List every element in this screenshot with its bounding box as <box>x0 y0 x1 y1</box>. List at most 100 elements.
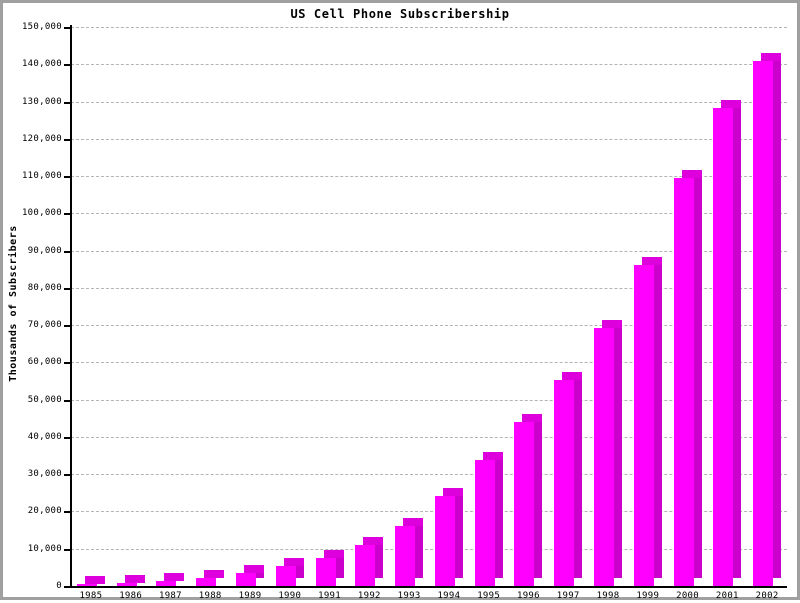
bar-top-face <box>124 575 145 584</box>
bar-front-face <box>355 544 376 586</box>
bar-front-face <box>594 328 614 586</box>
y-axis-tick-label: 150,000 <box>21 22 62 32</box>
bar-top-face <box>323 549 344 558</box>
bar-front-face <box>395 526 416 586</box>
bar-top-face <box>761 53 782 62</box>
bar-front-face <box>514 421 535 586</box>
bar-top-face <box>681 170 702 179</box>
gridline <box>71 548 787 550</box>
bar-top-face <box>442 488 463 497</box>
bar-front-face <box>236 572 256 586</box>
bar-top-face <box>562 371 583 380</box>
bar-side-face <box>494 452 503 578</box>
y-axis-tick-label: 40,000 <box>27 431 62 442</box>
bar-side-face <box>335 549 344 578</box>
bar <box>315 549 344 586</box>
bar-top-face <box>283 558 304 567</box>
bar-side-face <box>415 518 424 578</box>
bar-side-face <box>614 320 622 578</box>
bar-side-face <box>693 170 702 578</box>
bar-side-face <box>773 53 782 578</box>
y-axis-tick <box>64 27 72 29</box>
y-axis-tick <box>64 325 72 328</box>
y-axis-tick-label: 30,000 <box>27 469 62 480</box>
y-axis-tick-label: 50,000 <box>27 394 62 405</box>
gridline <box>71 287 787 289</box>
gridline <box>71 176 787 178</box>
bar-top-face <box>244 564 264 573</box>
y-axis-tick <box>64 250 72 253</box>
y-axis-tick <box>64 548 72 551</box>
y-axis-tick <box>64 101 72 104</box>
y-axis-tick-label: 20,000 <box>27 506 62 517</box>
bar <box>434 488 463 586</box>
y-axis-tick <box>64 287 72 290</box>
bar <box>594 320 622 586</box>
bar <box>395 518 424 586</box>
y-axis-tick-label: 120,000 <box>21 133 62 144</box>
gridline <box>71 213 787 215</box>
y-axis-tick-label: 10,000 <box>27 543 62 554</box>
gridline <box>71 250 787 252</box>
bar-top-face <box>84 576 105 584</box>
gridline <box>71 138 787 140</box>
bar-front-face <box>275 566 296 586</box>
gridline <box>71 27 787 28</box>
y-axis-tick-label: 60,000 <box>27 357 62 368</box>
bar-front-face <box>474 460 495 586</box>
y-axis-tick <box>64 362 72 365</box>
bar-side-face <box>534 413 543 578</box>
bar <box>474 452 503 586</box>
bar <box>116 575 145 586</box>
bar-top-face <box>403 518 424 527</box>
y-axis-tick-label: 140,000 <box>21 59 62 70</box>
bar <box>355 536 384 586</box>
bar-front-face <box>673 178 694 586</box>
bar-side-face <box>653 257 662 578</box>
bar-front-face <box>315 557 336 586</box>
bar <box>554 371 583 586</box>
bar-side-face <box>454 488 463 578</box>
bar <box>76 576 105 586</box>
bar-top-face <box>363 536 384 545</box>
bar <box>713 99 742 586</box>
bar <box>196 570 225 586</box>
bar <box>633 257 662 586</box>
bar-front-face <box>713 107 734 586</box>
bar-front-face <box>76 584 97 586</box>
gridline <box>71 399 787 401</box>
y-axis-tick <box>64 176 72 179</box>
y-axis-tick-label: 70,000 <box>27 320 62 331</box>
bar-top-face <box>602 320 622 329</box>
y-axis-tick-label: 90,000 <box>27 245 62 256</box>
y-axis-tick <box>64 399 72 402</box>
gridline <box>71 362 787 364</box>
y-axis-line <box>70 25 72 588</box>
bar-side-face <box>733 99 742 578</box>
y-axis-tick <box>64 64 72 67</box>
gridline <box>71 511 787 513</box>
bar-top-face <box>641 257 662 266</box>
bar <box>673 170 702 586</box>
bar-front-face <box>554 379 575 586</box>
bar <box>156 573 185 586</box>
y-axis-tick <box>64 511 72 514</box>
y-axis-tick <box>64 213 72 216</box>
y-axis-tick-label: 0 <box>56 581 62 591</box>
bar-front-face <box>633 265 654 586</box>
gridline <box>71 64 787 66</box>
y-axis-tick-label: 100,000 <box>21 208 62 219</box>
chart-title: US Cell Phone Subscribership <box>290 7 510 21</box>
plot-area <box>71 27 787 587</box>
gridline <box>71 474 787 476</box>
bar <box>275 558 304 586</box>
y-axis-tick <box>64 436 72 439</box>
bar <box>753 53 782 586</box>
bar-front-face <box>434 496 455 586</box>
y-axis-tick-label: 130,000 <box>21 96 62 107</box>
gridline <box>71 325 787 327</box>
y-axis-tick-label: 80,000 <box>27 282 62 293</box>
x-axis-line <box>70 586 787 588</box>
y-axis-tick <box>64 138 72 141</box>
